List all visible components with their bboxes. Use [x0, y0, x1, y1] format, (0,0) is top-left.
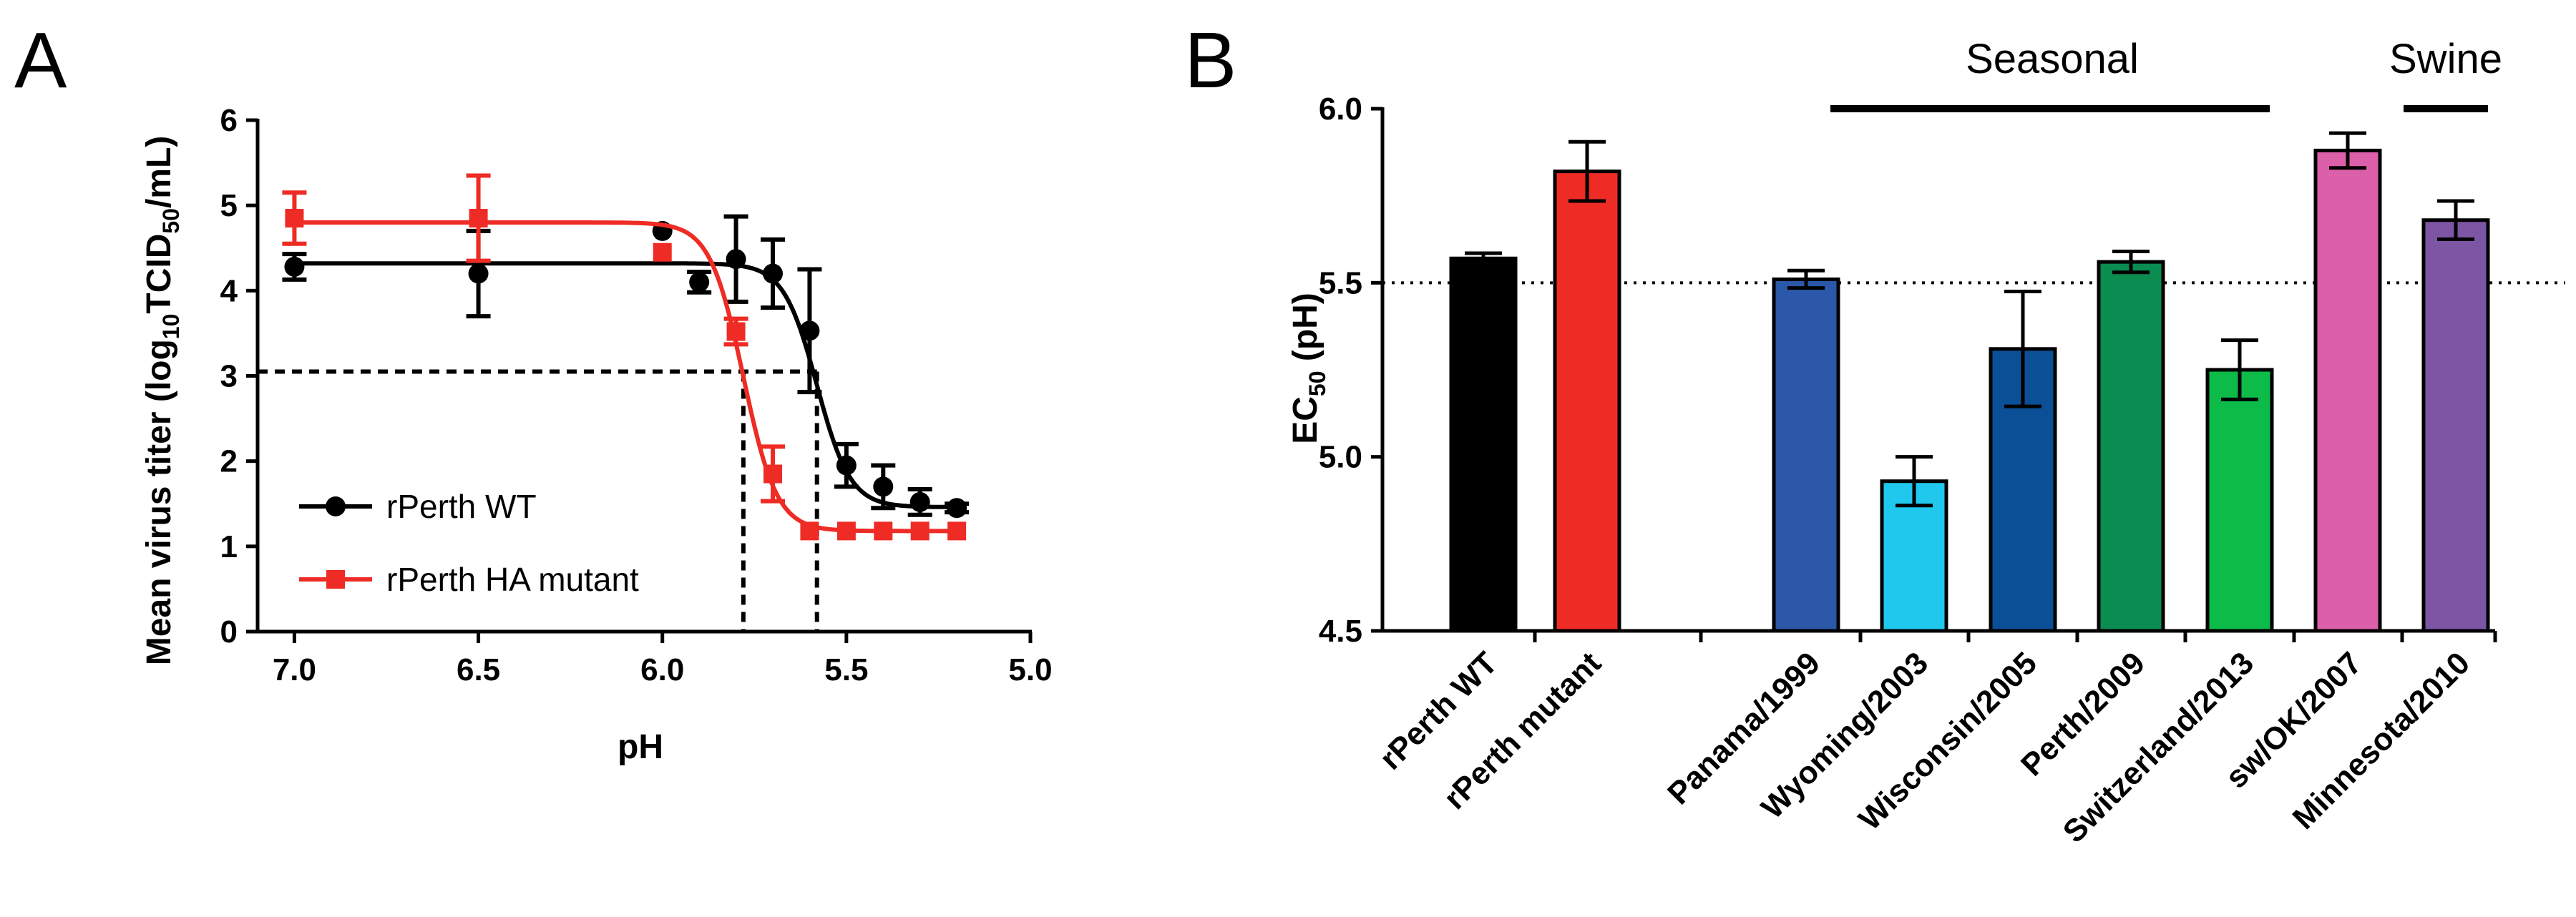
panel-a-x-tick-label: 7.0	[273, 652, 316, 687]
panel-a-y-tick-label: 5	[220, 188, 238, 223]
panel-a-ylabel-sub1: 10	[158, 314, 184, 340]
panel-b-group-label-swine: Swine	[2389, 36, 2502, 82]
panel-a-point-mutant	[800, 521, 819, 541]
panel-b-bar	[1449, 256, 1518, 633]
panel-a-ylabel: Mean virus titer (log10TCID50/mL)	[140, 136, 184, 666]
panel-a-point-mutant	[763, 464, 782, 484]
panel-a-y-tick-label: 0	[220, 614, 238, 649]
panel-a-point-wt	[799, 320, 820, 341]
panel-a-point-mutant	[910, 521, 930, 541]
panel-b-bar	[1772, 277, 1840, 633]
panel-a-point-mutant	[653, 242, 672, 262]
panel-a-point-mutant	[836, 521, 856, 541]
panel-a-y-tick-label: 3	[220, 359, 238, 394]
panel-a-x-tick-label: 6.0	[640, 652, 684, 687]
panel-a-point-wt	[873, 476, 894, 497]
panel-a-chart: 0 1 2 3 4 5 6 7.0 6.5 6.0 5.5 5.0 rPerth WT rPerth HA…	[220, 103, 1053, 687]
panel-b-bar	[2313, 148, 2382, 633]
panel-a-point-mutant	[285, 209, 304, 228]
panel-b-ylabel: EC50 (pH)	[1287, 293, 1330, 444]
panel-a-point-mutant	[947, 521, 967, 541]
panel-a-xlabel: pH	[618, 728, 663, 766]
panel-a-point-wt	[836, 455, 857, 476]
panel-b-y-tick-label: 5.0	[1319, 440, 1362, 475]
panel-a-point-wt	[468, 263, 489, 284]
panel-b-y-tick-label: 4.5	[1319, 614, 1362, 649]
panel-b-bar	[2205, 368, 2274, 633]
panel-a-point-wt	[726, 249, 746, 270]
panel-b-y-tick-label: 6.0	[1319, 92, 1362, 127]
panel-a-point-wt	[947, 498, 967, 519]
panel-b-group-label-seasonal: Seasonal	[1966, 36, 2139, 82]
panel-a-point-mutant	[469, 209, 488, 228]
panel-a-y-tick-label: 6	[220, 103, 238, 138]
panel-a-legend-marker	[326, 570, 345, 589]
panel-b-ylabel-main: EC	[1287, 396, 1324, 444]
panel-a-fit-line-0	[294, 261, 957, 509]
panel-a-ylabel-sub2: 50	[158, 208, 184, 234]
panel-b-y-tick-label: 5.5	[1319, 265, 1362, 300]
panel-a-point-mutant	[874, 521, 893, 541]
panel-a-point-mutant	[726, 322, 746, 341]
panel-a-x-tick-label: 5.5	[824, 652, 868, 687]
panel-b-category-label: Switzerland/2013	[2057, 645, 2260, 849]
panel-a-point-wt	[763, 263, 783, 284]
panel-b-bar	[1553, 170, 1621, 633]
panel-a-point-wt	[689, 272, 710, 293]
panel-label-b: B	[1184, 16, 1236, 104]
panel-label-a: A	[14, 16, 67, 104]
panel-a-y-tick-label: 2	[220, 444, 238, 479]
panel-b-bar	[2421, 218, 2490, 633]
panel-a-legend-label: rPerth WT	[386, 488, 537, 525]
panel-a-legend-label: rPerth HA mutant	[386, 561, 639, 598]
panel-a-legend-marker	[326, 496, 346, 516]
panel-a-y-tick-label: 4	[220, 273, 238, 308]
panel-a-x-tick-label: 6.5	[457, 652, 500, 687]
panel-a-y-tick-label: 1	[220, 529, 238, 564]
panel-b-bar	[2097, 260, 2165, 633]
panel-a-point-wt	[909, 491, 930, 512]
panel-a-ylabel-main: Mean virus titer (log	[140, 339, 178, 665]
panel-a-point-wt	[284, 256, 305, 277]
panel-a-ylabel-mid: TCID	[140, 234, 178, 314]
panel-b-ylabel-sub: 50	[1304, 371, 1330, 397]
panel-b-bar	[1989, 347, 2057, 633]
panel-a-x-tick-label: 5.0	[1008, 652, 1052, 687]
panel-b-ylabel-end: (pH)	[1287, 293, 1324, 371]
panel-a-ylabel-end: /mL)	[140, 136, 178, 208]
